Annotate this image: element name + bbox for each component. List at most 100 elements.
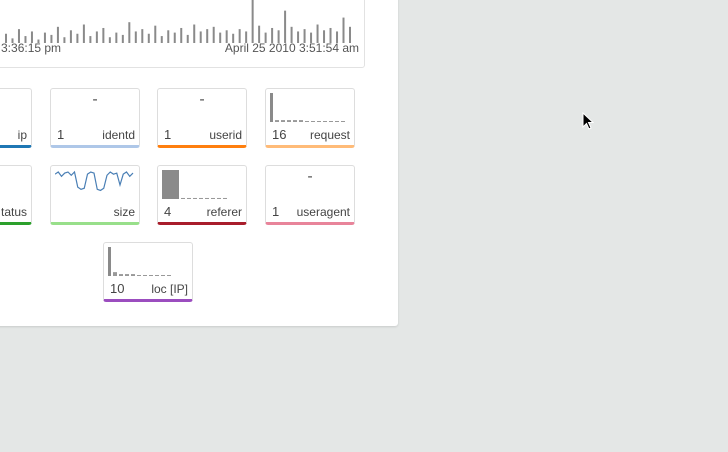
mini-bar xyxy=(323,121,327,122)
card-top: - xyxy=(307,168,313,185)
timeline-bar xyxy=(193,24,196,43)
mini-bar xyxy=(162,170,179,199)
card-count: 1 xyxy=(164,127,172,142)
card: - 1 userid xyxy=(157,88,247,148)
timeline-bar xyxy=(95,31,98,43)
timeline-bar xyxy=(238,29,241,43)
mini-bar xyxy=(275,120,279,122)
timeline-bar xyxy=(316,24,319,43)
card-count: 4 xyxy=(164,204,172,219)
timeline-bar xyxy=(76,33,79,43)
mini-bar xyxy=(211,197,215,199)
mini-bar xyxy=(335,121,339,122)
timeline-bar xyxy=(115,32,118,43)
card-name: request xyxy=(309,128,350,142)
card-count: 1 xyxy=(57,127,65,142)
timeline-bar xyxy=(297,31,300,43)
card-name: useragent xyxy=(296,205,350,219)
timeline-bar xyxy=(186,34,189,43)
timeline-bar xyxy=(245,31,248,43)
mini-bar xyxy=(113,272,117,276)
timeline-bar xyxy=(37,39,40,43)
timeline-bar xyxy=(258,25,261,43)
cursor xyxy=(582,112,594,130)
mini-bar xyxy=(131,274,135,276)
card-name: ip xyxy=(17,128,27,142)
mini-bar xyxy=(199,197,203,199)
timeline-bar xyxy=(121,34,124,43)
card-count: 16 xyxy=(272,127,287,142)
timeline-bar xyxy=(180,27,183,43)
mini-bar xyxy=(143,275,147,276)
card-name: loc [IP] xyxy=(151,282,188,296)
card-count: 1 xyxy=(272,204,280,219)
timeline-bar xyxy=(11,38,14,43)
mini-bar xyxy=(119,274,123,276)
card: ip xyxy=(0,88,32,148)
card-name: referer xyxy=(206,205,242,219)
mini-bar xyxy=(125,274,129,276)
card-name: identd xyxy=(102,128,135,142)
card: size xyxy=(50,165,140,225)
mini-histogram xyxy=(162,170,227,199)
timeline-bar xyxy=(271,27,274,43)
mini-bar xyxy=(187,197,191,199)
mini-bar xyxy=(223,197,227,199)
timeline-bar xyxy=(5,33,7,43)
mini-bar xyxy=(217,197,221,199)
timeline-bar xyxy=(160,36,163,43)
mini-bar xyxy=(137,275,141,276)
timeline-bar xyxy=(225,30,228,43)
card: - 1 identd xyxy=(50,88,140,148)
mini-bar xyxy=(311,121,315,122)
timeline: 0 3:36:15 pm April 25 2010 3:51:54 am xyxy=(0,0,365,68)
timeline-bar xyxy=(199,31,202,43)
mini-bar xyxy=(205,197,209,199)
card-name: size xyxy=(113,205,135,219)
card-top: - xyxy=(199,91,205,108)
mini-bar xyxy=(299,120,303,122)
mini-bar xyxy=(281,120,285,122)
timeline-bar xyxy=(108,37,111,43)
mini-bar xyxy=(270,93,273,122)
mini-bar xyxy=(155,275,159,276)
card: 16 request xyxy=(265,88,355,148)
card: 4 referer xyxy=(157,165,247,225)
timeline-bar xyxy=(69,30,72,43)
timeline-bar xyxy=(290,26,293,43)
mini-bar xyxy=(317,121,321,122)
timeline-bar xyxy=(277,30,280,43)
card-name: userid xyxy=(209,128,242,142)
timeline-bar xyxy=(349,26,351,43)
mini-histogram xyxy=(108,247,171,276)
timeline-bar xyxy=(56,26,59,43)
timeline-bar xyxy=(303,29,306,43)
timeline-bar xyxy=(212,26,215,43)
timeline-bar xyxy=(173,32,176,43)
timeline-bar xyxy=(102,27,105,43)
timeline-bar xyxy=(24,36,27,43)
timeline-bar xyxy=(141,29,144,43)
card-top: - xyxy=(92,91,98,108)
mini-bar xyxy=(167,275,171,276)
sparkline xyxy=(55,170,134,192)
card: tatus xyxy=(0,165,32,225)
timeline-bar xyxy=(329,27,332,43)
timeline-bar xyxy=(89,36,92,43)
timeline-bar xyxy=(336,31,339,43)
mini-histogram xyxy=(270,93,345,122)
mini-bar xyxy=(149,275,153,276)
timeline-bar xyxy=(128,22,131,43)
mini-bar xyxy=(329,121,333,122)
card-count: 10 xyxy=(110,281,125,296)
card: 10 loc [IP] xyxy=(103,242,193,302)
timeline-bar xyxy=(206,29,209,43)
mini-bar xyxy=(108,247,111,276)
timeline-bar xyxy=(30,31,33,43)
timeline-bar xyxy=(284,10,287,43)
timeline-bar xyxy=(82,24,85,43)
end-label: April 25 2010 3:51:54 am xyxy=(224,41,359,55)
timeline-bar xyxy=(167,30,170,43)
timeline-bar xyxy=(17,29,20,43)
